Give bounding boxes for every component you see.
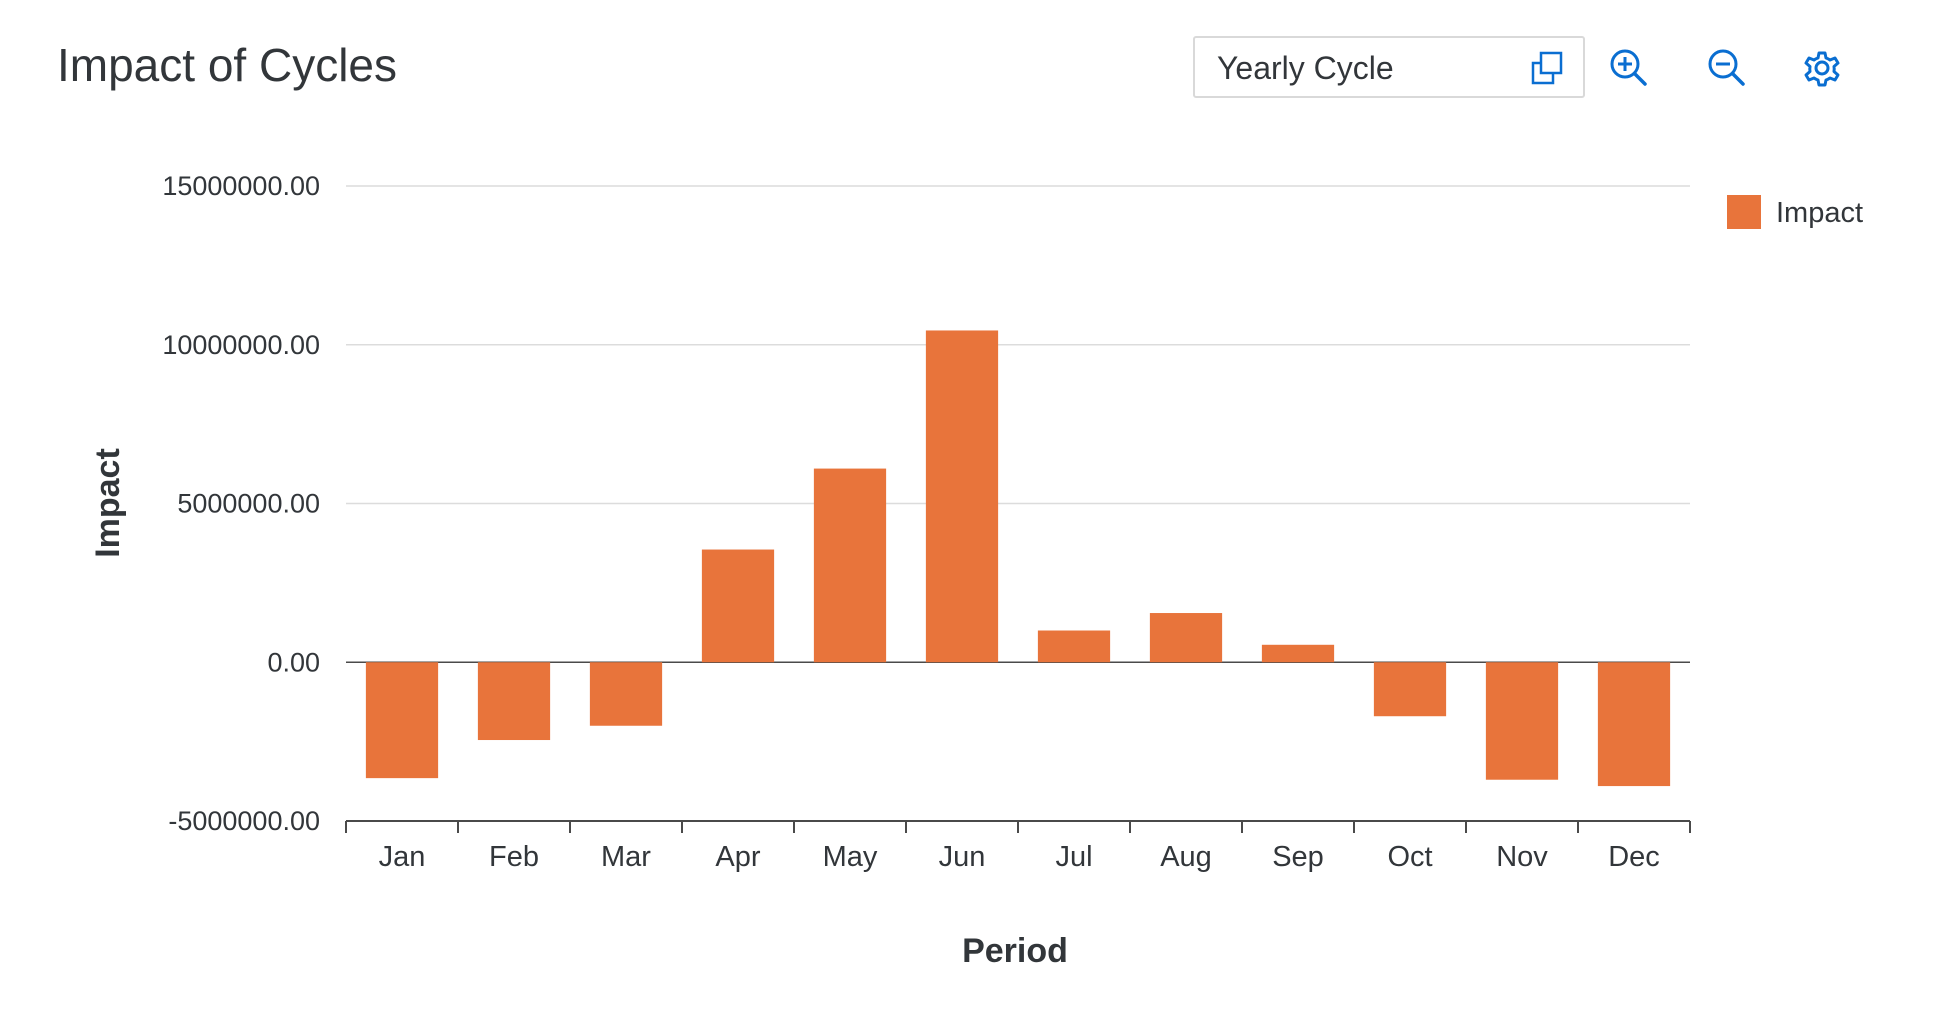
bar-dec[interactable] bbox=[1597, 662, 1671, 787]
x-tick-label: Jan bbox=[379, 841, 426, 873]
cycle-select[interactable]: Yearly Cycle bbox=[1193, 36, 1585, 98]
y-axis-ticks: -5000000.00 0.00 5000000.00 10000000.00 1500… bbox=[162, 171, 320, 836]
page-title: Impact of Cycles bbox=[57, 39, 397, 91]
y-tick-label: 10000000.00 bbox=[162, 330, 320, 360]
x-tick-label: Feb bbox=[489, 841, 539, 873]
bar-jun[interactable] bbox=[925, 330, 999, 663]
popup-icon bbox=[1529, 50, 1565, 86]
bar-aug[interactable] bbox=[1149, 613, 1223, 663]
x-tick-label: Nov bbox=[1496, 841, 1548, 873]
legend-swatch bbox=[1727, 195, 1761, 229]
bar-jan[interactable] bbox=[365, 662, 439, 779]
y-tick-label: 15000000.00 bbox=[162, 171, 320, 201]
bar-mar[interactable] bbox=[589, 662, 663, 726]
bar-may[interactable] bbox=[813, 468, 887, 663]
legend-label: Impact bbox=[1776, 197, 1863, 229]
bar-jul[interactable] bbox=[1037, 630, 1111, 663]
x-tick-label: Apr bbox=[715, 841, 760, 873]
x-tick-label: Oct bbox=[1387, 841, 1432, 873]
zoom-out-icon bbox=[1703, 49, 1751, 96]
cycle-select-value: Yearly Cycle bbox=[1217, 50, 1394, 86]
y-tick-label: 5000000.00 bbox=[177, 489, 320, 519]
x-tick-label: Sep bbox=[1272, 841, 1324, 873]
settings-button[interactable] bbox=[1798, 44, 1846, 92]
x-tick-label: Aug bbox=[1160, 841, 1212, 873]
bar-oct[interactable] bbox=[1373, 662, 1447, 717]
y-tick-label: -5000000.00 bbox=[168, 806, 320, 836]
x-tick-label: Mar bbox=[601, 841, 651, 873]
x-tick-label: Jun bbox=[939, 841, 986, 873]
settings-icon bbox=[1798, 51, 1846, 96]
bar-nov[interactable] bbox=[1485, 662, 1559, 780]
x-axis: Jan Feb Mar Apr May Jun Jul Aug Sep Oct Nov Dec bbox=[345, 820, 1691, 873]
x-tick-label: May bbox=[823, 841, 878, 873]
bar-apr[interactable] bbox=[701, 549, 775, 663]
x-tick-label: Dec bbox=[1608, 841, 1660, 873]
y-axis-title: Impact bbox=[89, 448, 127, 558]
bars bbox=[365, 330, 1671, 787]
zoom-in-icon bbox=[1605, 49, 1653, 96]
x-axis-title: Period bbox=[962, 932, 1068, 970]
zoom-in-button[interactable] bbox=[1605, 44, 1653, 92]
y-tick-label: 0.00 bbox=[267, 647, 320, 677]
bar-feb[interactable] bbox=[477, 662, 551, 741]
zoom-out-button[interactable] bbox=[1703, 44, 1751, 92]
gridlines bbox=[346, 185, 1690, 663]
legend[interactable]: Impact bbox=[1727, 195, 1863, 229]
bar-sep[interactable] bbox=[1261, 644, 1335, 663]
x-tick-label: Jul bbox=[1055, 841, 1092, 873]
